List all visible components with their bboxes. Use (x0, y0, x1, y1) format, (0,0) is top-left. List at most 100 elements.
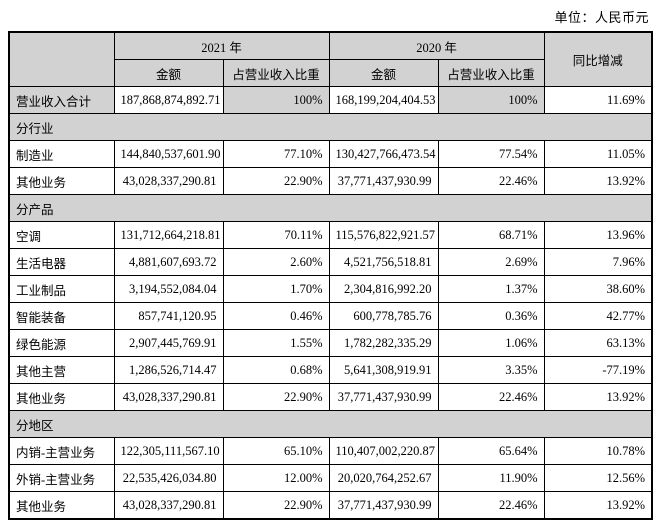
table-row: 其他主营 1,286,526,714.47 0.68% 5,641,308,919.9… (8, 356, 653, 384)
share-2020-cell: 2.69% (437, 248, 545, 276)
share-2020-cell: 100% (437, 86, 545, 114)
amount-2020-cell: 130,427,766,473.54 (328, 140, 439, 168)
header-yoy: 同比增减 (543, 31, 653, 87)
share-2020-cell: 3.35% (437, 356, 545, 384)
amount-2020-cell: 115,576,822,921.57 (328, 221, 439, 249)
amount-2021-cell: 187,868,874,892.71 (113, 86, 224, 114)
row-label-cell: 外销-主营业务 (8, 464, 115, 492)
yoy-cell: -77.19% (543, 356, 653, 384)
share-2021-cell: 70.11% (222, 221, 330, 249)
share-2020-cell: 1.06% (437, 329, 545, 357)
share-2020-cell: 0.36% (437, 302, 545, 330)
header-amount-2020: 金额 (328, 59, 439, 87)
row-label-cell: 智能装备 (8, 302, 115, 330)
amount-2020-cell: 168,199,204,404.53 (328, 86, 439, 114)
amount-2021-cell: 43,028,337,290.81 (113, 167, 224, 195)
share-2021-cell: 77.10% (222, 140, 330, 168)
amount-2020-cell: 2,304,816,992.20 (328, 275, 439, 303)
table-row: 其他业务 43,028,337,290.81 22.90% 37,771,437,93… (8, 383, 653, 411)
share-2020-cell: 1.37% (437, 275, 545, 303)
amount-2020-cell: 37,771,437,930.99 (328, 167, 439, 195)
row-label-cell: 生活电器 (8, 248, 115, 276)
share-2021-cell: 22.90% (222, 383, 330, 411)
yoy-cell: 7.96% (543, 248, 653, 276)
header-year-2021: 2021 年 (113, 31, 330, 60)
unit-label: 单位：人民币元 (554, 10, 649, 25)
amount-2020-cell: 4,521,756,518.81 (328, 248, 439, 276)
amount-2021-cell: 43,028,337,290.81 (113, 491, 224, 520)
yoy-cell: 11.05% (543, 140, 653, 168)
amount-2020-cell: 5,641,308,919.91 (328, 356, 439, 384)
yoy-cell: 13.92% (543, 383, 653, 411)
table-row: 工业制品 3,194,552,084.04 1.70% 2,304,816,992.2… (8, 275, 653, 303)
yoy-cell: 10.78% (543, 437, 653, 465)
row-label-cell: 其他业务 (8, 491, 115, 520)
table-row: 绿色能源 2,907,445,769.91 1.55% 1,782,282,335.2… (8, 329, 653, 357)
amount-2020-cell: 600,778,785.76 (328, 302, 439, 330)
share-2021-cell: 12.00% (222, 464, 330, 492)
amount-2021-cell: 2,907,445,769.91 (113, 329, 224, 357)
section-label: 分产品 (8, 194, 653, 222)
yoy-cell: 63.13% (543, 329, 653, 357)
section-row: 分产品 (8, 194, 653, 222)
share-2021-cell: 0.46% (222, 302, 330, 330)
row-label-cell: 其他业务 (8, 383, 115, 411)
share-2021-cell: 22.90% (222, 167, 330, 195)
amount-2021-cell: 144,840,537,601.90 (113, 140, 224, 168)
amount-2021-cell: 857,741,120.95 (113, 302, 224, 330)
table-row: 制造业 144,840,537,601.90 77.10% 130,427,766,4… (8, 140, 653, 168)
share-2020-cell: 77.54% (437, 140, 545, 168)
share-2020-cell: 22.46% (437, 383, 545, 411)
header-row-metrics: 金额 占营业收入比重 金额 占营业收入比重 (9, 59, 652, 87)
share-2021-cell: 22.90% (222, 491, 330, 520)
amount-2021-cell: 1,286,526,714.47 (113, 356, 224, 384)
share-2021-cell: 1.55% (222, 329, 330, 357)
header-corner-cell (8, 31, 115, 87)
row-label-cell: 其他业务 (8, 167, 115, 195)
header-share-2020: 占营业收入比重 (437, 59, 545, 87)
yoy-cell: 12.56% (543, 464, 653, 492)
amount-2020-cell: 1,782,282,335.29 (328, 329, 439, 357)
amount-2021-cell: 3,194,552,084.04 (113, 275, 224, 303)
share-2020-cell: 22.46% (437, 167, 545, 195)
table-row: 外销-主营业务 22,535,426,034.80 12.00% 20,020,764… (8, 464, 653, 492)
share-2021-cell: 0.68% (222, 356, 330, 384)
header-year-2020: 2020 年 (328, 31, 545, 60)
share-2020-cell: 11.90% (437, 464, 545, 492)
row-label-cell: 空调 (8, 221, 115, 249)
section-row: 分地区 (8, 410, 653, 438)
amount-2021-cell: 43,028,337,290.81 (113, 383, 224, 411)
yoy-cell: 11.69% (543, 86, 653, 114)
section-row: 分行业 (8, 113, 653, 141)
header-row-years: 2021 年 2020 年 同比增减 (8, 31, 653, 87)
row-label-cell: 营业收入合计 (8, 86, 115, 114)
share-2021-cell: 100% (222, 86, 330, 114)
share-2021-cell: 2.60% (222, 248, 330, 276)
yoy-cell: 38.60% (543, 275, 653, 303)
share-2020-cell: 22.46% (437, 491, 545, 520)
amount-2021-cell: 4,881,607,693.72 (113, 248, 224, 276)
revenue-breakdown-table: 2021 年 2020 年 同比增减 金额 占营业收入比重 金额 占营业收入比重… (8, 31, 654, 520)
row-label-cell: 绿色能源 (8, 329, 115, 357)
amount-2020-cell: 37,771,437,930.99 (328, 383, 439, 411)
table-row: 生活电器 4,881,607,693.72 2.60% 4,521,756,518.8… (8, 248, 653, 276)
table-row: 其他业务 43,028,337,290.81 22.90% 37,771,437,93… (8, 167, 653, 195)
amount-2020-cell: 110,407,002,220.87 (328, 437, 439, 465)
share-2021-cell: 1.70% (222, 275, 330, 303)
header-amount-2021: 金额 (113, 59, 224, 87)
amount-2021-cell: 122,305,111,567.10 (113, 437, 224, 465)
table-body: 营业收入合计 187,868,874,892.71 100% 168,199,204,… (8, 86, 653, 520)
table-header: 2021 年 2020 年 同比增减 金额 占营业收入比重 金额 占营业收入比重 (8, 31, 653, 87)
yoy-cell: 13.92% (543, 491, 653, 520)
header-share-2021: 占营业收入比重 (222, 59, 330, 87)
share-2020-cell: 65.64% (437, 437, 545, 465)
section-label: 分地区 (8, 410, 653, 438)
yoy-cell: 13.96% (543, 221, 653, 249)
share-2020-cell: 68.71% (437, 221, 545, 249)
row-label-cell: 其他主营 (8, 356, 115, 384)
table-row: 其他业务 43,028,337,290.81 22.90% 37,771,437,93… (8, 491, 653, 520)
table-row: 空调 131,712,664,218.81 70.11% 115,576,822,92… (8, 221, 653, 249)
yoy-cell: 13.92% (543, 167, 653, 195)
section-label: 分行业 (8, 113, 653, 141)
